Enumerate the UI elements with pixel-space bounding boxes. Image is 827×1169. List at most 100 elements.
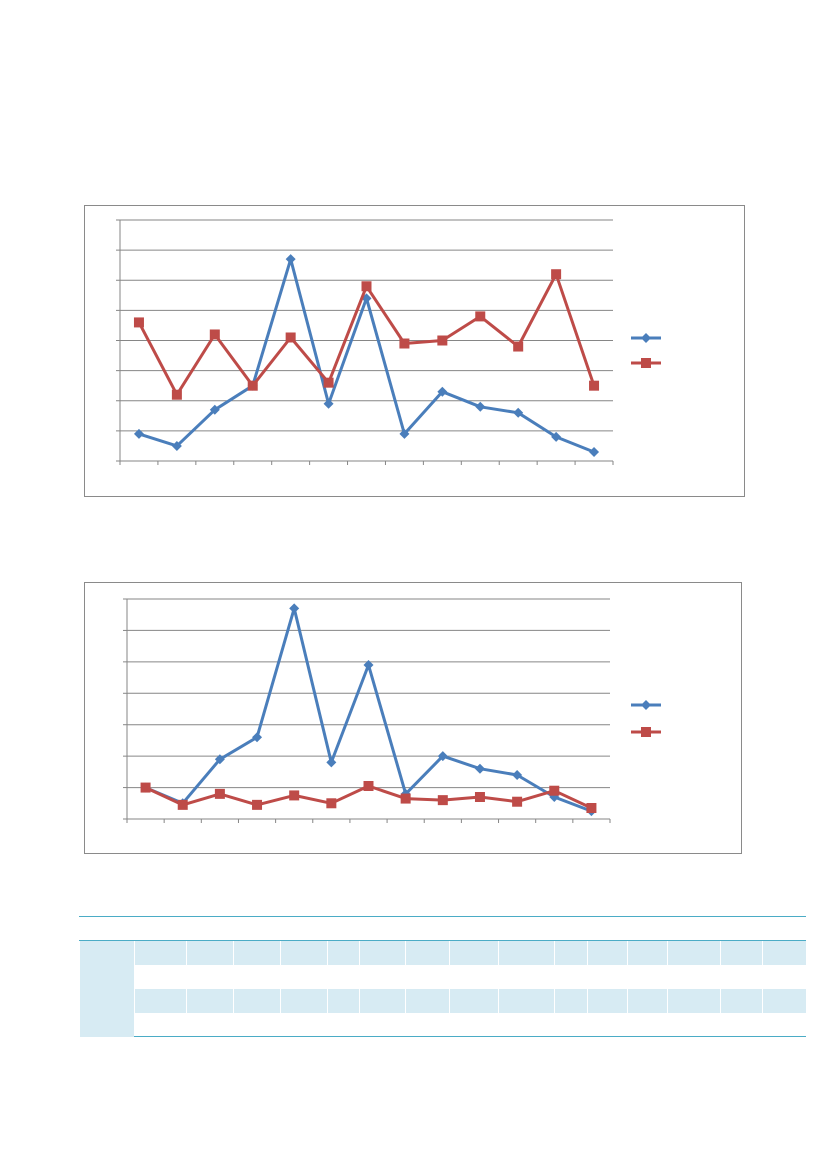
series-2-point	[512, 796, 523, 807]
table-cell	[359, 964, 406, 989]
table-cell	[554, 1012, 588, 1037]
series-1-point	[285, 254, 296, 265]
series-2-point	[400, 793, 411, 804]
series-2-point	[177, 799, 188, 810]
table-row	[79, 940, 806, 989]
table-header-cell	[667, 916, 721, 941]
chart-2-plot	[123, 598, 661, 823]
table-row-header	[79, 940, 135, 989]
series-2-point	[586, 803, 597, 813]
table-cell	[762, 940, 806, 965]
series-2-point	[363, 781, 374, 791]
table-header-cell	[720, 916, 763, 941]
series-1-point	[133, 428, 144, 439]
table-cell	[405, 964, 450, 989]
series-2-point	[551, 269, 562, 280]
series-2-point	[399, 338, 410, 349]
legend-series-2-marker	[641, 727, 651, 737]
table-cell	[627, 1012, 668, 1037]
chart-1	[84, 205, 745, 497]
series-2-point	[252, 799, 263, 810]
series-2-point	[437, 795, 448, 806]
table-cell	[627, 988, 668, 1013]
chart-1-plot	[116, 219, 661, 465]
table-cell	[327, 964, 360, 989]
legend-series-1-marker	[641, 700, 651, 710]
series-2-point	[437, 335, 448, 346]
table-header-cell	[587, 916, 628, 941]
table-cell	[134, 988, 187, 1013]
table-cell	[405, 940, 450, 965]
table-cell	[720, 964, 763, 989]
series-1-point	[437, 751, 448, 762]
series-1-point	[289, 603, 300, 614]
table-cell	[280, 988, 328, 1013]
table-row	[80, 964, 806, 989]
data-table	[79, 916, 806, 1037]
series-2-point	[475, 311, 486, 322]
table-cell	[233, 1012, 281, 1037]
table-cell	[762, 988, 806, 1013]
table-cell	[667, 964, 721, 989]
table-cell	[405, 1012, 450, 1037]
series-2-point	[289, 790, 300, 801]
series-2-point	[214, 788, 225, 799]
table-header-cell	[186, 916, 234, 941]
series-2-point	[171, 389, 182, 400]
table-cell	[449, 1012, 499, 1037]
table-header-cell	[627, 916, 668, 941]
table-cell	[498, 1012, 555, 1037]
series-2-point	[326, 798, 337, 809]
legend-series-2-marker	[641, 358, 651, 368]
table-cell	[186, 964, 234, 989]
table-cell	[186, 1012, 234, 1037]
series-2-point	[247, 380, 258, 391]
table-cell	[186, 988, 234, 1013]
table-cell	[280, 940, 328, 965]
table-cell	[667, 940, 721, 965]
series-2-line	[137, 272, 596, 397]
table-cell	[667, 1012, 721, 1037]
series-2-point	[285, 332, 296, 343]
table-cell	[554, 940, 588, 965]
table-row-header	[79, 988, 135, 1037]
table-cell	[720, 1012, 763, 1037]
table-header-cell	[233, 916, 281, 941]
table-cell	[405, 988, 450, 1013]
series-1-point	[323, 398, 334, 409]
legend-series-1-marker	[641, 333, 651, 343]
table-header-cell	[762, 916, 806, 941]
series-1-point	[171, 440, 182, 451]
series-1-point	[214, 754, 225, 765]
table-cell	[327, 988, 360, 1013]
table-header-cell	[280, 916, 328, 941]
series-2-point	[361, 281, 372, 292]
table-header-cell	[554, 916, 588, 941]
series-2-point	[323, 377, 334, 388]
table-cell	[762, 1012, 806, 1037]
series-1-point	[252, 732, 263, 743]
table-cell	[498, 940, 555, 965]
table-cell	[233, 964, 281, 989]
series-1-point	[474, 763, 485, 774]
table-header-cell	[134, 916, 187, 941]
table-header-cell	[449, 916, 499, 941]
table-cell	[762, 964, 806, 989]
series-2-point	[140, 782, 151, 793]
table-header-cell	[498, 916, 555, 941]
series-1-point	[399, 428, 410, 439]
table-cell	[280, 964, 328, 989]
table-cell	[233, 940, 281, 965]
table-header-cell	[79, 916, 135, 941]
table-cell	[359, 940, 406, 965]
table-header-cell	[359, 916, 406, 941]
table-cell	[720, 940, 763, 965]
series-1-point	[437, 386, 448, 397]
table-cell	[449, 940, 499, 965]
table-cell	[498, 988, 555, 1013]
table-cell	[359, 988, 406, 1013]
series-1-point	[475, 401, 486, 412]
series-2-point	[589, 380, 600, 391]
table-header-row	[79, 916, 806, 941]
table-cell	[134, 1012, 187, 1037]
